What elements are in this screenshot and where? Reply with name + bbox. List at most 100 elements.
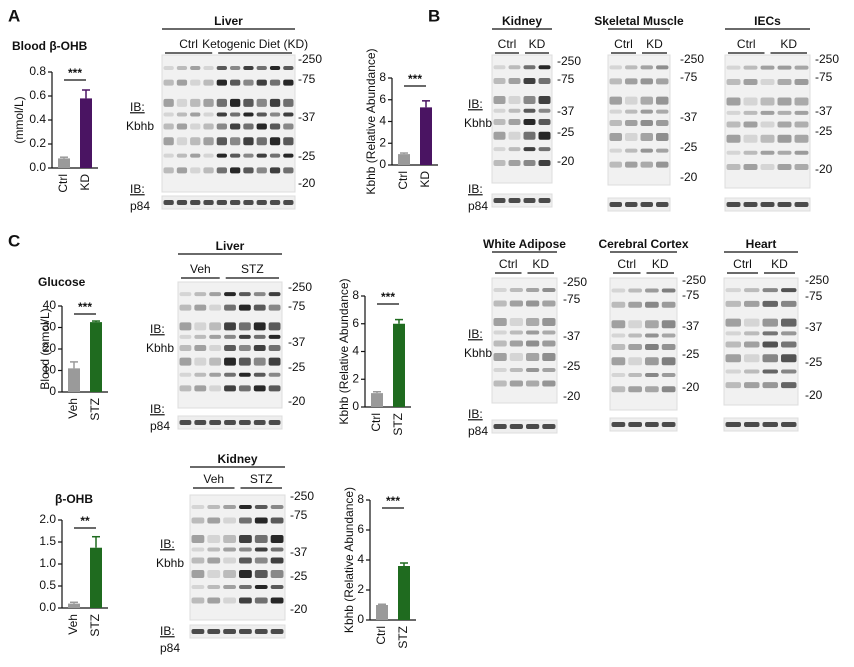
blot-band bbox=[523, 95, 536, 104]
blot-band bbox=[640, 161, 653, 168]
blot-band bbox=[493, 380, 507, 387]
x-tick-label: Ctrl bbox=[56, 174, 70, 193]
loading-band bbox=[508, 198, 521, 203]
loading-band bbox=[176, 200, 188, 205]
mw-marker: -250 bbox=[805, 273, 829, 287]
loading-band bbox=[230, 200, 241, 205]
blot-band bbox=[203, 137, 214, 146]
blot-band bbox=[207, 585, 221, 589]
blot-band bbox=[628, 344, 642, 350]
x-tick-label: Ctrl bbox=[396, 171, 410, 190]
mw-marker: -25 bbox=[563, 359, 581, 373]
blot-band bbox=[243, 137, 254, 146]
blot-band bbox=[640, 133, 653, 141]
blot-band bbox=[542, 340, 556, 347]
x-tick-label: STZ bbox=[88, 398, 102, 421]
y-tick-label: 40 bbox=[43, 298, 57, 312]
blot-title: Liver bbox=[216, 239, 245, 253]
blot-band bbox=[625, 161, 638, 168]
blot-image bbox=[491, 277, 558, 404]
y-axis-label: Kbhb (Relative Abundance) bbox=[342, 487, 356, 633]
blot-band bbox=[625, 78, 638, 85]
blot-band bbox=[609, 65, 622, 70]
bar bbox=[398, 566, 410, 620]
blot-band bbox=[523, 131, 536, 140]
blot-band bbox=[493, 119, 506, 125]
loading-band bbox=[216, 200, 227, 205]
loading-band bbox=[270, 629, 284, 634]
blot-band bbox=[209, 372, 222, 377]
blot-band bbox=[179, 372, 192, 377]
blot-band bbox=[270, 557, 284, 564]
blot-band bbox=[661, 357, 676, 366]
x-tick-label: STZ bbox=[396, 626, 410, 649]
loading-band bbox=[253, 420, 266, 425]
blot-band bbox=[493, 147, 506, 152]
blot-band bbox=[216, 137, 227, 146]
blot-band bbox=[781, 354, 797, 363]
y-tick-label: 4 bbox=[357, 552, 364, 566]
loading-band bbox=[628, 422, 642, 427]
blot-band bbox=[179, 357, 192, 366]
loading-band bbox=[743, 202, 758, 207]
blot-band bbox=[224, 334, 236, 339]
blot-band bbox=[203, 65, 214, 70]
group-label: Ctrl bbox=[614, 37, 633, 51]
blot-title: Cerebral Cortex bbox=[598, 237, 688, 251]
blot-band bbox=[254, 547, 268, 552]
blot-band bbox=[794, 110, 809, 115]
ib-target: Kbhb bbox=[156, 556, 184, 570]
group-label: Ctrl bbox=[179, 37, 198, 51]
blot-band bbox=[179, 304, 192, 311]
blot-band bbox=[270, 535, 284, 543]
blot-band bbox=[794, 78, 809, 85]
mw-marker: -75 bbox=[563, 292, 581, 306]
blot-band bbox=[239, 505, 252, 509]
blot-band bbox=[526, 380, 540, 387]
mw-marker: -37 bbox=[298, 110, 316, 124]
blot-band bbox=[777, 121, 792, 128]
loading-band bbox=[223, 629, 236, 634]
blot-band bbox=[523, 159, 536, 166]
mw-marker: -20 bbox=[682, 380, 700, 394]
mw-marker: -25 bbox=[815, 124, 833, 138]
blot-band bbox=[253, 304, 266, 311]
blot-band bbox=[726, 121, 741, 128]
blot-band bbox=[254, 557, 268, 564]
blot-band bbox=[223, 505, 236, 509]
blot-band bbox=[743, 164, 758, 171]
blot-band bbox=[223, 535, 236, 543]
mw-marker: -250 bbox=[563, 275, 587, 289]
blot-band bbox=[243, 167, 254, 174]
blot-band bbox=[762, 354, 778, 363]
blot-band bbox=[238, 334, 251, 339]
blot-band bbox=[179, 345, 192, 351]
blot-image bbox=[607, 54, 671, 186]
blot-band bbox=[243, 98, 254, 107]
blot-band bbox=[625, 65, 638, 70]
blot-band bbox=[777, 134, 792, 143]
blot-band bbox=[203, 98, 214, 107]
blot-band bbox=[493, 159, 506, 166]
blot-band bbox=[661, 344, 676, 350]
group-label: Ketogenic Diet (KD) bbox=[202, 37, 308, 51]
blot-band bbox=[628, 288, 642, 293]
loading-band bbox=[224, 420, 236, 425]
blot-band bbox=[256, 153, 267, 158]
blot-band bbox=[542, 318, 556, 326]
loading-band bbox=[781, 422, 797, 427]
loading-band bbox=[179, 420, 192, 425]
blot-band bbox=[268, 385, 281, 392]
blot-band bbox=[523, 147, 536, 152]
loading-band bbox=[493, 424, 507, 429]
y-tick-label: 20 bbox=[43, 341, 57, 355]
mw-marker: -250 bbox=[815, 52, 839, 66]
ib-label: IB: bbox=[130, 100, 145, 114]
blot-band bbox=[190, 65, 201, 70]
blot-band bbox=[625, 109, 638, 114]
blot-band bbox=[179, 385, 192, 392]
blot-band bbox=[508, 159, 521, 166]
group-label: Ctrl bbox=[737, 37, 756, 51]
ib-target: Kbhb bbox=[464, 116, 492, 130]
blot-band bbox=[640, 65, 653, 70]
